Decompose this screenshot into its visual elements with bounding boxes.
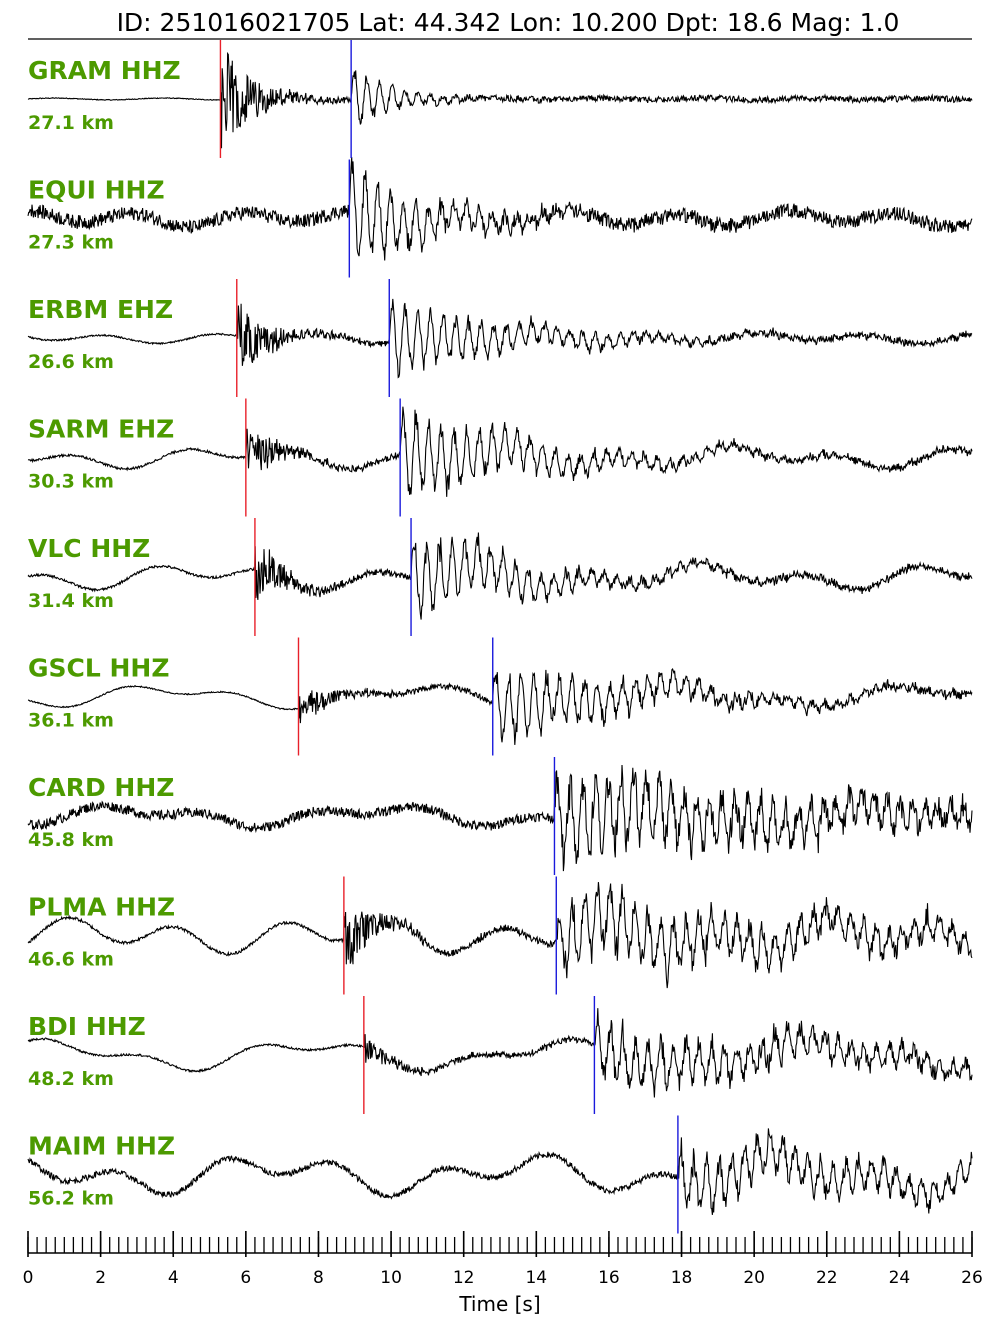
distance-label: 27.1 km xyxy=(28,112,114,134)
station-label: EQUI HHZ xyxy=(28,176,165,205)
x-tick-label: 12 xyxy=(453,1268,475,1288)
x-tick-label: 4 xyxy=(168,1268,179,1288)
x-tick-label: 2 xyxy=(95,1268,106,1288)
trace-erbm-ehz xyxy=(27,298,973,379)
x-tick-label: 10 xyxy=(380,1268,402,1288)
trace-sarm-ehz xyxy=(27,406,973,497)
x-tick-label: 14 xyxy=(525,1268,547,1288)
station-label: GRAM HHZ xyxy=(28,56,181,85)
x-tick-label: 6 xyxy=(240,1268,251,1288)
distance-label: 36.1 km xyxy=(28,710,114,732)
traces-layer xyxy=(27,51,973,1215)
labels-layer: GRAM HHZ 27.1 km EQUI HHZ 27.3 km ERBM EHZ 26… xyxy=(28,56,181,1210)
time-axis: 0 2 4 6 8 10 12 14 16 18 20 22 24 26 xyxy=(23,1231,983,1288)
x-tick-label: 8 xyxy=(313,1268,324,1288)
station-label: SARM EHZ xyxy=(28,415,174,444)
x-tick-label: 26 xyxy=(961,1268,983,1288)
x-tick-label: 24 xyxy=(889,1268,911,1288)
distance-label: 27.3 km xyxy=(28,232,114,254)
trace-vlc-hhz xyxy=(27,532,973,620)
distance-label: 30.3 km xyxy=(28,471,114,493)
distance-label: 31.4 km xyxy=(28,590,114,612)
trace-plma-hhz xyxy=(27,882,973,989)
picks-layer xyxy=(219,40,679,1234)
x-tick-label: 16 xyxy=(598,1268,620,1288)
distance-label: 45.8 km xyxy=(28,829,114,851)
distance-label: 26.6 km xyxy=(28,351,114,373)
station-label: BDI HHZ xyxy=(28,1012,146,1041)
x-axis-label: Time [s] xyxy=(458,1292,540,1316)
station-label: GSCL HHZ xyxy=(28,654,169,683)
trace-bdi-hhz xyxy=(27,1008,973,1098)
x-tick-label: 20 xyxy=(743,1268,765,1288)
x-tick-label: 18 xyxy=(671,1268,693,1288)
trace-card-hhz xyxy=(27,764,973,872)
trace-gram-hhz xyxy=(27,51,973,149)
station-label: ERBM EHZ xyxy=(28,295,173,324)
station-label: PLMA HHZ xyxy=(28,893,175,922)
distance-label: 46.6 km xyxy=(28,949,114,971)
distance-label: 48.2 km xyxy=(28,1068,114,1090)
trace-gscl-hhz xyxy=(27,668,973,745)
x-tick-label: 0 xyxy=(23,1268,34,1288)
station-label: MAIM HHZ xyxy=(28,1132,175,1161)
x-tick-label: 22 xyxy=(816,1268,838,1288)
trace-equi-hhz xyxy=(27,157,973,261)
distance-label: 56.2 km xyxy=(28,1188,114,1210)
chart-title: ID: 251016021705 Lat: 44.342 Lon: 10.200… xyxy=(117,8,900,37)
station-label: CARD HHZ xyxy=(28,773,174,802)
trace-maim-hhz xyxy=(27,1128,973,1215)
station-label: VLC HHZ xyxy=(28,534,150,563)
